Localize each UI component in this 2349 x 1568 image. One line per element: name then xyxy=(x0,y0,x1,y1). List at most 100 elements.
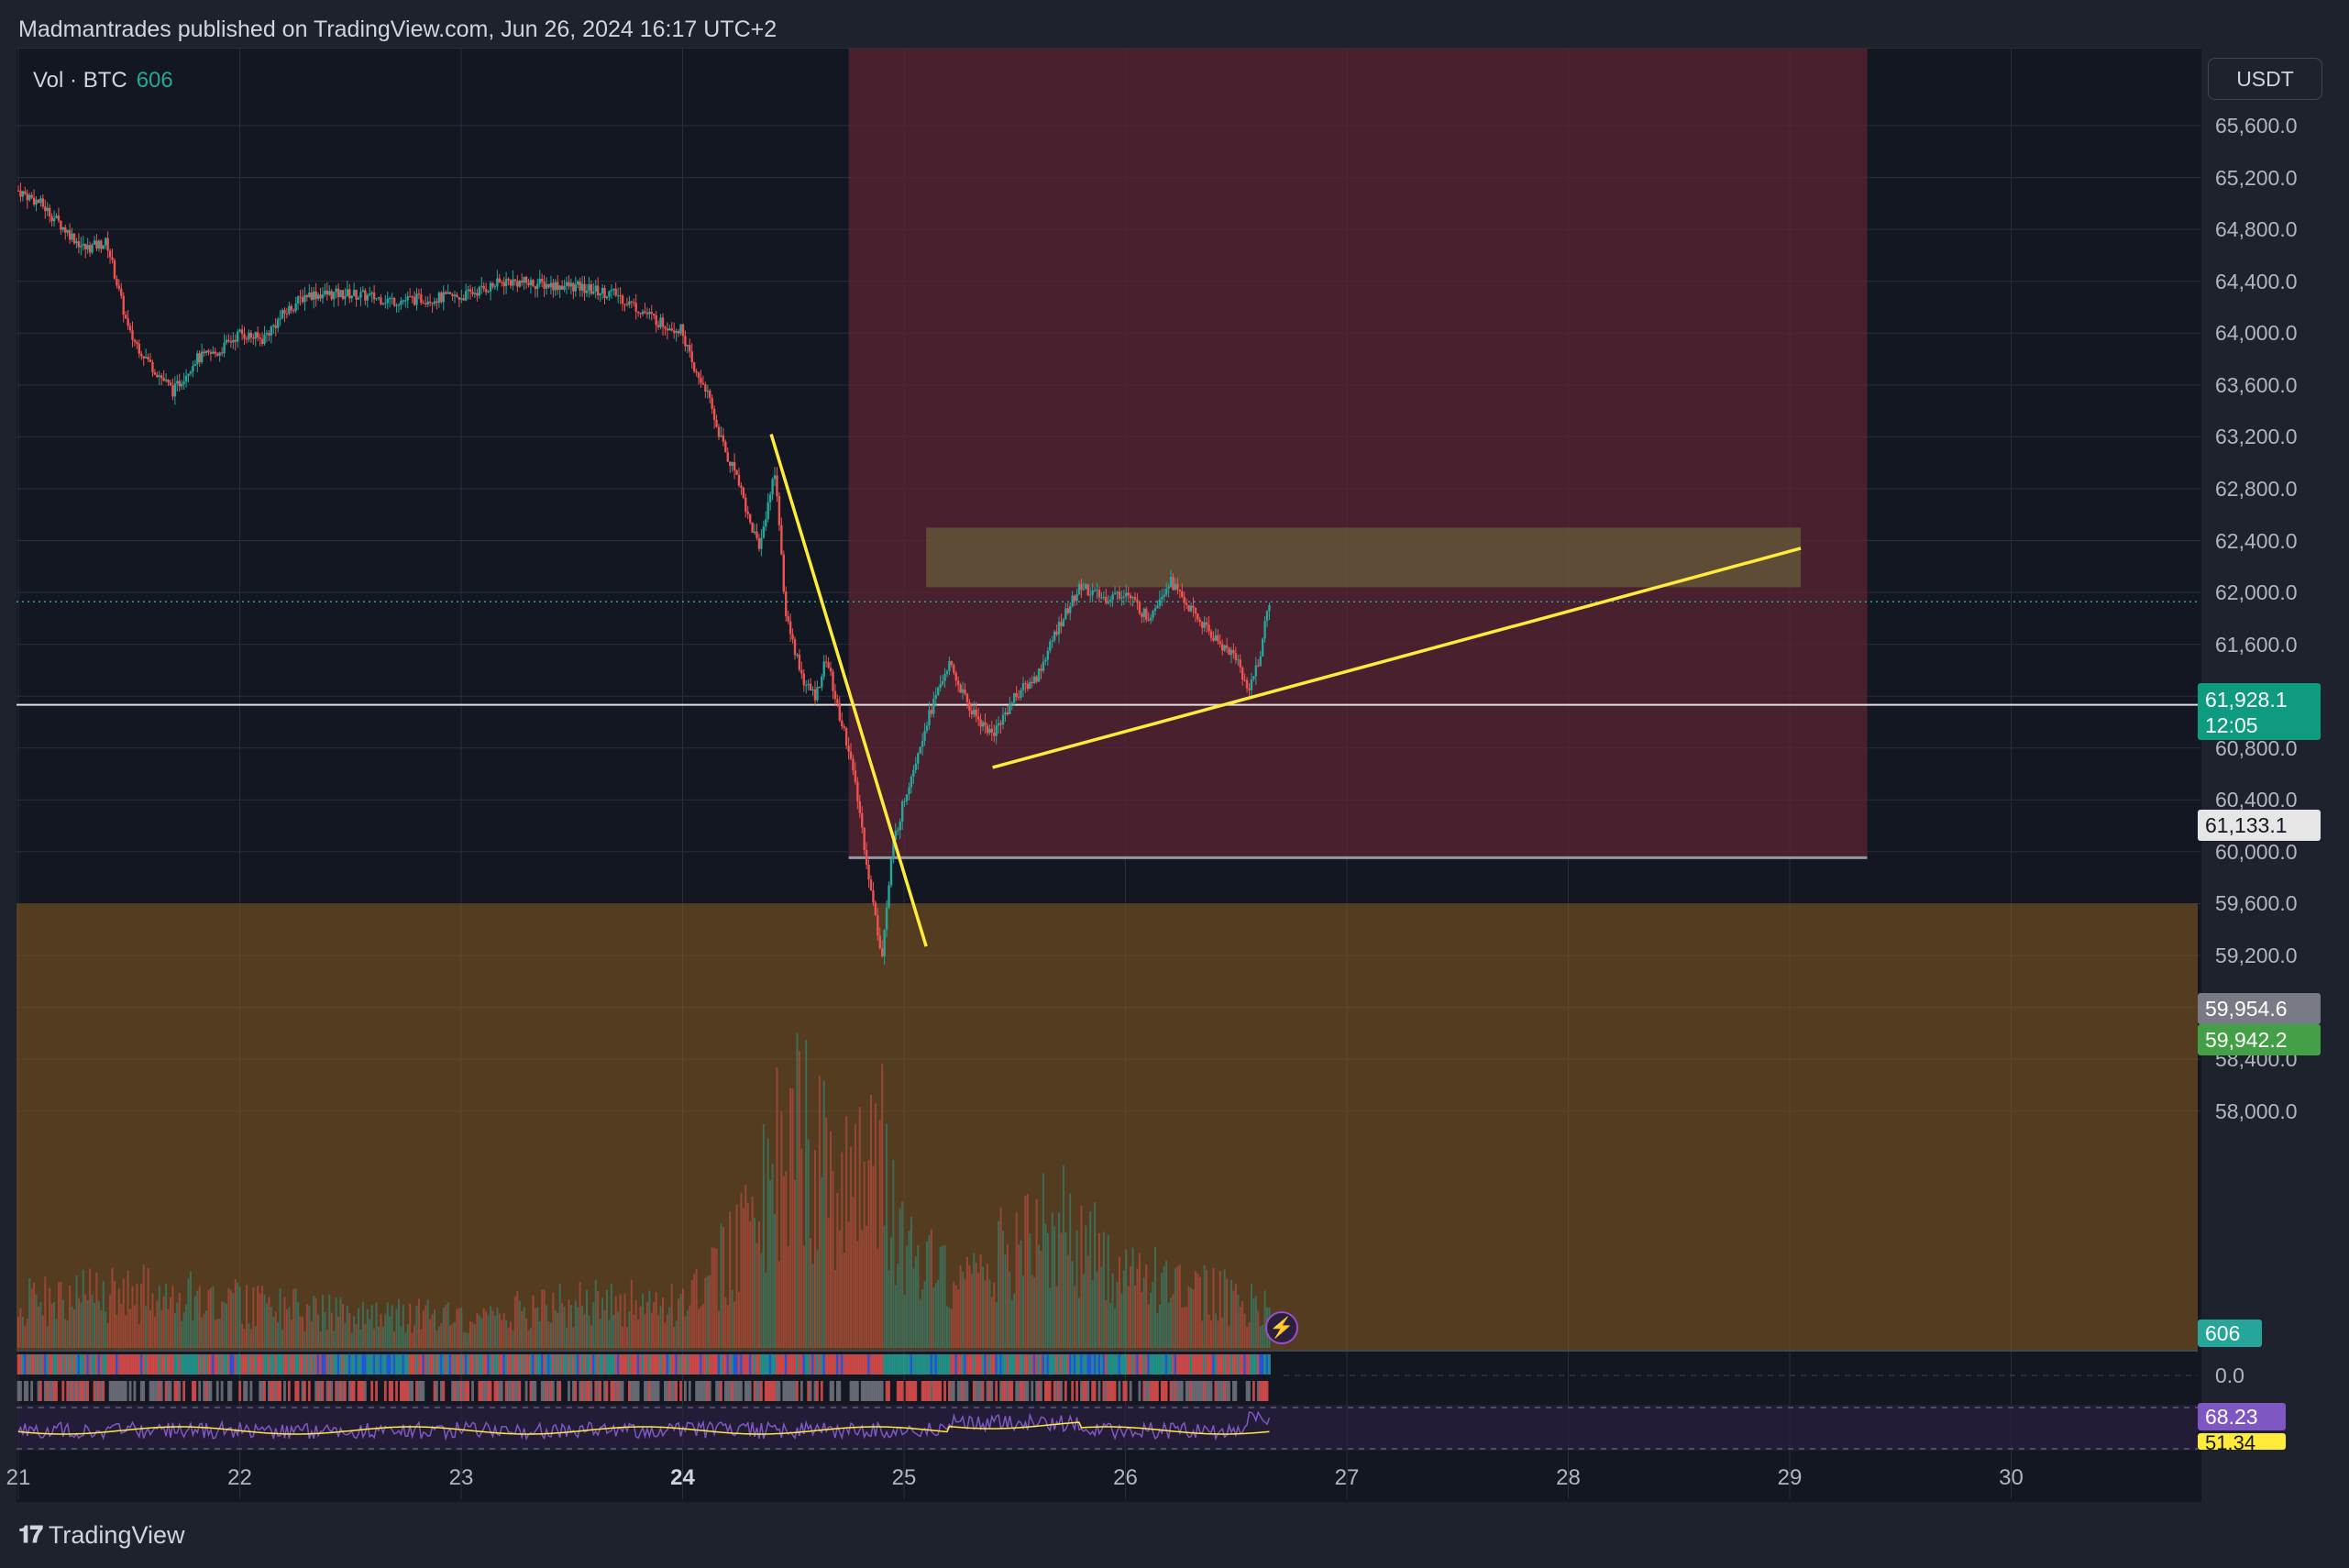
indicator-bar xyxy=(263,1354,266,1375)
indicator-bar xyxy=(911,1354,915,1375)
indicator-bar xyxy=(1048,1354,1052,1375)
indicator-bar xyxy=(155,1381,159,1401)
indicator-bar xyxy=(936,1381,940,1401)
volume-bar xyxy=(1147,1304,1150,1348)
candle-body xyxy=(496,278,499,287)
volume-bar xyxy=(897,1264,899,1348)
indicator-bar xyxy=(182,1354,186,1375)
volume-bar xyxy=(185,1304,188,1348)
indicator-bar xyxy=(776,1354,778,1375)
volume-bar xyxy=(71,1306,73,1348)
footer-brand[interactable]: 𝟏𝟕 TradingView xyxy=(18,1520,185,1550)
candle-body xyxy=(243,334,246,339)
volume-bar xyxy=(1082,1274,1085,1348)
indicator-bar xyxy=(599,1354,602,1375)
indicator-bar xyxy=(824,1354,828,1375)
indicator-bar xyxy=(350,1354,354,1375)
indicator-bar xyxy=(220,1354,224,1375)
indicator-bar xyxy=(377,1354,380,1375)
indicator-bar xyxy=(487,1354,490,1375)
volume-bar xyxy=(977,1273,980,1348)
indicator-bar xyxy=(75,1354,78,1375)
indicator-bar xyxy=(415,1381,418,1401)
volume-bar xyxy=(937,1279,940,1348)
indicator-bar xyxy=(1232,1354,1235,1375)
indicator-bar xyxy=(905,1354,909,1375)
indicator-bar xyxy=(708,1381,711,1401)
indicator-bar xyxy=(335,1354,338,1375)
indicator-bar xyxy=(1127,1354,1130,1375)
candle-body xyxy=(572,282,575,292)
indicator-bar xyxy=(1225,1354,1229,1375)
volume-legend[interactable]: Vol · BTC 606 xyxy=(33,68,173,94)
indicator-bar xyxy=(153,1381,157,1401)
indicator-bar xyxy=(849,1381,853,1401)
indicator-bar xyxy=(976,1381,980,1401)
indicator-bar xyxy=(820,1381,823,1401)
candle-body xyxy=(961,689,965,693)
volume-bar xyxy=(404,1332,407,1348)
candle-body xyxy=(375,298,378,300)
candle-body xyxy=(888,885,890,908)
candle-body xyxy=(292,310,295,312)
volume-bar xyxy=(330,1312,333,1348)
indicator-bar xyxy=(456,1381,458,1401)
lightning-alert-icon[interactable]: ⚡ xyxy=(1265,1311,1298,1344)
indicator-bar xyxy=(453,1381,457,1401)
volume-bar xyxy=(395,1309,398,1348)
indicator-bar xyxy=(655,1381,658,1401)
indicator-bar xyxy=(294,1381,298,1401)
candle-body xyxy=(787,616,789,622)
volume-bar xyxy=(678,1298,680,1348)
indicator-bar xyxy=(128,1354,132,1375)
indicator-bar xyxy=(1138,1381,1141,1401)
indicator-bar xyxy=(1091,1354,1095,1375)
candle-body xyxy=(283,310,286,314)
indicator-bar xyxy=(274,1381,278,1401)
indicator-bar xyxy=(158,1381,161,1401)
indicator-bar xyxy=(885,1381,888,1401)
indicator-bar xyxy=(211,1354,215,1375)
price-tick-label: 62,000.0 xyxy=(2215,580,2298,605)
tradingview-logo-icon: 𝟏𝟕 xyxy=(18,1520,43,1548)
indicator-bar xyxy=(527,1354,530,1375)
volume-bar xyxy=(339,1297,342,1348)
volume-bar xyxy=(836,1192,839,1348)
candle-body xyxy=(601,288,604,294)
indicator-bar xyxy=(68,1354,72,1375)
indicator-bar xyxy=(688,1381,691,1401)
volume-bar xyxy=(554,1310,557,1348)
volume-bar xyxy=(979,1253,982,1348)
candle-body xyxy=(833,690,837,700)
candle-body xyxy=(1089,594,1092,596)
candle-body xyxy=(182,381,185,384)
indicator-bar xyxy=(151,1354,154,1375)
candle-body xyxy=(173,383,177,397)
indicator-bar xyxy=(1252,1381,1255,1401)
volume-bar xyxy=(822,1080,825,1348)
candle-body xyxy=(212,351,215,354)
volume-bar xyxy=(592,1302,595,1348)
indicator-bar xyxy=(489,1354,492,1375)
indicator-bar xyxy=(1077,1354,1081,1375)
volume-bar xyxy=(49,1287,51,1348)
volume-bar xyxy=(19,1308,22,1348)
volume-bar xyxy=(162,1296,165,1348)
candle-body xyxy=(46,207,49,212)
candle-body xyxy=(39,198,42,204)
indicator-bar xyxy=(388,1381,392,1401)
indicator-bar xyxy=(1160,1381,1163,1401)
currency-button[interactable]: USDT xyxy=(2208,58,2322,100)
indicator-bar xyxy=(1113,1381,1117,1401)
indicator-bar xyxy=(1129,1354,1132,1375)
indicator-bar xyxy=(95,1381,98,1401)
volume-bar xyxy=(335,1297,337,1348)
volume-bar xyxy=(1217,1320,1219,1348)
candle-body xyxy=(176,381,179,384)
volume-bar xyxy=(1150,1292,1152,1348)
volume-bar xyxy=(854,1123,856,1348)
indicator-bar xyxy=(50,1354,54,1375)
volume-bar xyxy=(453,1321,456,1348)
volume-bar xyxy=(999,1208,1002,1348)
